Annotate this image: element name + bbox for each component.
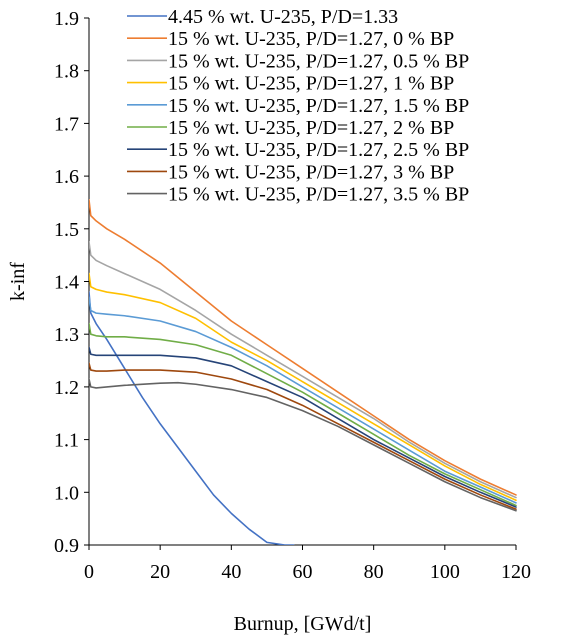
x-axis-title: Burnup, [GWd/t] [234, 613, 372, 635]
legend-label-9: 15 % wt. U-235, P/D=1.27, 3.5 % BP [168, 184, 469, 206]
legend-label-3: 15 % wt. U-235, P/D=1.27, 0.5 % BP [168, 50, 469, 72]
y-tick-label: 1.6 [54, 166, 79, 188]
x-tick-label: 100 [430, 561, 460, 583]
y-tick-label: 1.4 [54, 272, 79, 294]
x-tick-label: 0 [84, 561, 94, 583]
x-tick-label: 20 [150, 561, 170, 583]
legend-label-2: 15 % wt. U-235, P/D=1.27, 0 % BP [168, 28, 454, 50]
y-tick-label: 1.8 [54, 61, 79, 83]
legend-label-4: 15 % wt. U-235, P/D=1.27, 1 % BP [168, 73, 454, 95]
y-tick-label: 1.5 [54, 219, 79, 241]
legend-label-1: 4.45 % wt. U-235, P/D=1.33 [168, 6, 398, 28]
y-axis-title: k-inf [7, 262, 29, 301]
series-lines [89, 199, 517, 545]
y-tick-label: 1.0 [54, 482, 79, 504]
x-tick-label: 40 [221, 561, 241, 583]
y-tick-label: 1.1 [54, 430, 79, 452]
axes: 0.9 1.0 1.1 1.2 1.3 1.4 1.5 1.6 1.7 1.8 1.9 0 20 40 60… [54, 8, 531, 583]
y-tick-label: 1.3 [54, 324, 79, 346]
series-line-6 [89, 322, 517, 507]
y-tick-label: 1.7 [54, 113, 79, 135]
x-tick-label: 80 [364, 561, 384, 583]
series-line-3 [89, 241, 517, 499]
legend-label-6: 15 % wt. U-235, P/D=1.27, 2 % BP [168, 117, 454, 139]
x-tick-label: 60 [293, 561, 313, 583]
series-line-4 [89, 272, 517, 502]
series-line-8 [89, 362, 517, 510]
y-tick-label: 1.2 [54, 377, 79, 399]
series-line-7 [89, 346, 517, 508]
y-tick-label: 0.9 [54, 535, 79, 557]
series-line-1 [89, 291, 295, 545]
series-line-2 [89, 199, 517, 496]
series-line-9 [89, 378, 517, 512]
legend-label-5: 15 % wt. U-235, P/D=1.27, 1.5 % BP [168, 95, 469, 117]
x-tick-label: 120 [501, 561, 531, 583]
series-line-5 [89, 296, 517, 504]
y-tick-label: 1.9 [54, 8, 79, 30]
legend-label-8: 15 % wt. U-235, P/D=1.27, 3 % BP [168, 161, 454, 183]
legend-label-7: 15 % wt. U-235, P/D=1.27, 2.5 % BP [168, 139, 469, 161]
